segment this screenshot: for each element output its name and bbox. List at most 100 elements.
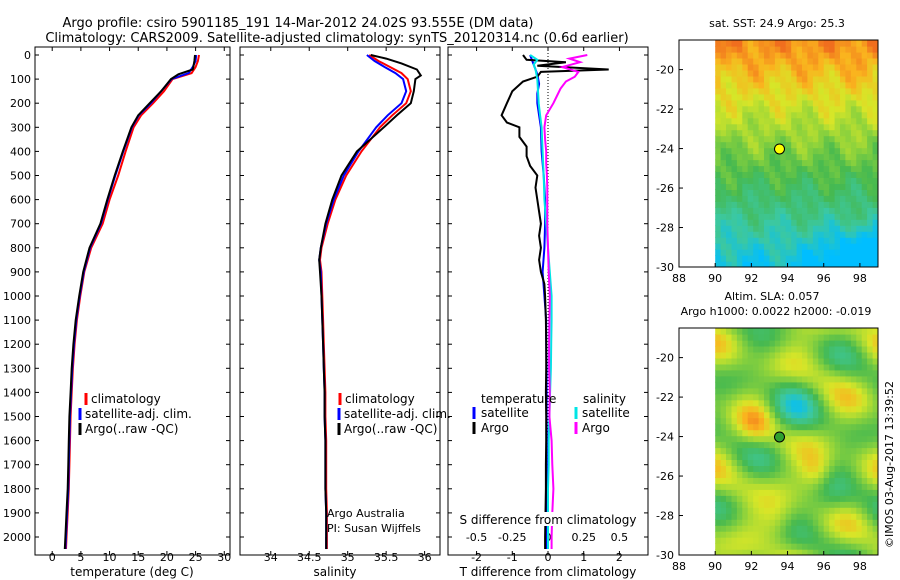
heatmap-cell bbox=[802, 447, 808, 455]
heatmap-cell bbox=[796, 453, 803, 460]
heatmap-cell bbox=[742, 417, 749, 425]
heatmap-cell bbox=[774, 381, 781, 389]
heatmap-cell bbox=[856, 75, 863, 83]
heatmap-cell bbox=[764, 489, 770, 496]
heatmap-cell bbox=[823, 159, 830, 167]
heatmap-cell bbox=[736, 525, 743, 532]
heatmap-cell bbox=[856, 369, 863, 377]
heatmap-cell bbox=[715, 141, 722, 149]
heatmap-cell bbox=[731, 225, 738, 232]
heatmap-cell bbox=[758, 81, 765, 89]
heatmap-cell bbox=[861, 339, 868, 347]
y-tick-label: 800 bbox=[10, 242, 31, 255]
heatmap-cell bbox=[726, 477, 732, 484]
heatmap-cell bbox=[861, 525, 868, 532]
heatmap-cell bbox=[850, 189, 857, 196]
heatmap-cell bbox=[818, 171, 825, 178]
heatmap-cell bbox=[720, 441, 727, 449]
heatmap-cell bbox=[715, 465, 722, 472]
heatmap-cell bbox=[829, 237, 836, 244]
heatmap-cell bbox=[753, 189, 760, 196]
heatmap-cell bbox=[850, 477, 857, 484]
heatmap-cell bbox=[774, 75, 781, 83]
heatmap-cell bbox=[818, 417, 825, 425]
heatmap-cell bbox=[758, 99, 765, 107]
heatmap-cell bbox=[845, 477, 852, 484]
heatmap-cell bbox=[867, 537, 874, 544]
heatmap-cell bbox=[758, 195, 765, 202]
heatmap-cell bbox=[872, 357, 878, 365]
heatmap-cell bbox=[812, 531, 819, 538]
heatmap-cell bbox=[769, 525, 776, 532]
heatmap-cell bbox=[720, 519, 727, 526]
heatmap-cell bbox=[845, 123, 852, 131]
heatmap-cell bbox=[791, 483, 798, 490]
heatmap-cell bbox=[829, 117, 836, 125]
heatmap-cell bbox=[791, 495, 798, 502]
heatmap-cell bbox=[764, 189, 770, 196]
y-tick-label: -22 bbox=[656, 103, 674, 116]
heatmap-cell bbox=[829, 411, 836, 419]
heatmap-cell bbox=[802, 81, 808, 89]
heatmap-cell bbox=[823, 345, 830, 353]
heatmap-cell bbox=[731, 255, 738, 262]
heatmap-cell bbox=[834, 393, 841, 401]
heatmap-cell bbox=[796, 171, 803, 178]
heatmap-cell bbox=[840, 429, 846, 437]
heatmap-cell bbox=[715, 483, 722, 490]
heatmap-cell bbox=[726, 351, 732, 359]
heatmap-cell bbox=[850, 531, 857, 538]
heatmap-cell bbox=[780, 405, 787, 413]
heatmap-cell bbox=[796, 339, 803, 347]
heatmap-cell bbox=[845, 75, 852, 83]
heatmap-cell bbox=[764, 334, 770, 341]
heatmap-cell bbox=[736, 405, 743, 413]
heatmap-cell bbox=[785, 249, 792, 256]
sst-map-axes: 88 90 92 94 96 98-20-22-24-26-28-30 bbox=[656, 64, 867, 285]
heatmap-cell bbox=[861, 537, 868, 544]
heatmap-cell bbox=[872, 75, 878, 83]
heatmap-cell bbox=[807, 334, 814, 341]
heatmap-cell bbox=[802, 357, 808, 365]
heatmap-cell bbox=[823, 201, 830, 208]
heatmap-cell bbox=[829, 351, 836, 359]
heatmap-cell bbox=[818, 375, 825, 383]
heatmap-cell bbox=[796, 231, 803, 238]
heatmap-cell bbox=[747, 531, 754, 538]
heatmap-cell bbox=[861, 328, 868, 335]
heatmap-cell bbox=[747, 195, 754, 202]
heatmap-cell bbox=[720, 141, 727, 149]
heatmap-cell bbox=[720, 75, 727, 83]
heatmap-cell bbox=[769, 129, 776, 137]
heatmap-cell bbox=[731, 105, 738, 113]
heatmap-cell bbox=[802, 489, 808, 496]
heatmap-cell bbox=[834, 243, 841, 250]
heatmap-cell bbox=[791, 99, 798, 107]
heatmap-cell bbox=[861, 75, 868, 83]
heatmap-cell bbox=[872, 46, 878, 53]
heatmap-cell bbox=[736, 213, 743, 220]
heatmap-cell bbox=[840, 207, 846, 214]
heatmap-cell bbox=[715, 405, 722, 413]
heatmap-cell bbox=[856, 483, 863, 490]
heatmap-cell bbox=[747, 549, 754, 555]
heatmap-cell bbox=[785, 237, 792, 244]
heatmap-cell bbox=[872, 57, 878, 65]
x-tick-label: 88 bbox=[672, 560, 686, 573]
heatmap-cell bbox=[764, 117, 770, 125]
x-tick-label: 34 bbox=[264, 551, 278, 564]
heatmap-cell bbox=[764, 195, 770, 202]
heatmap-cell bbox=[834, 351, 841, 359]
heatmap-cell bbox=[856, 261, 863, 267]
heatmap-cell bbox=[747, 135, 754, 143]
heatmap-cell bbox=[736, 63, 743, 71]
heatmap-cell bbox=[736, 159, 743, 167]
heatmap-cell bbox=[872, 249, 878, 256]
heatmap-cell bbox=[753, 195, 760, 202]
heatmap-cell bbox=[818, 441, 825, 449]
heatmap-cell bbox=[812, 447, 819, 455]
heatmap-cell bbox=[742, 87, 749, 95]
heatmap-cell bbox=[764, 328, 770, 335]
heatmap-cell bbox=[823, 489, 830, 496]
heatmap-cell bbox=[731, 117, 738, 125]
